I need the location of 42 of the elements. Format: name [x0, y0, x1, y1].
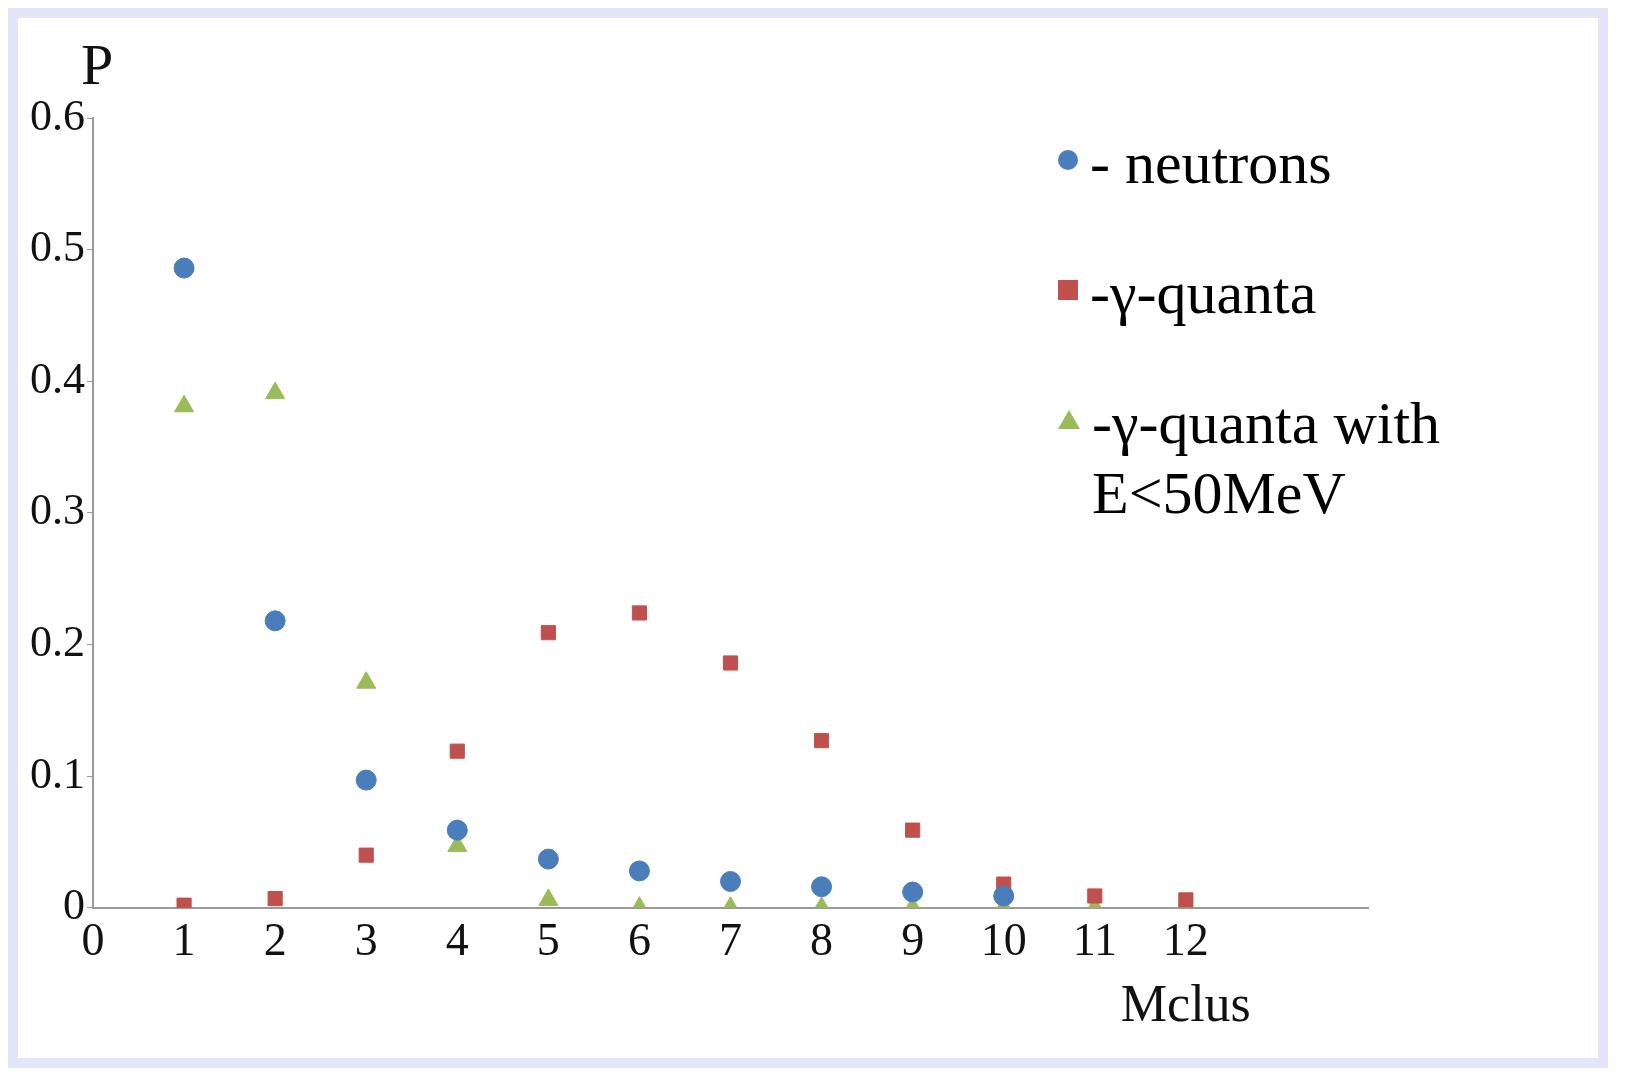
x-tick-label: 8: [810, 914, 834, 966]
legend-label: -γ-quanta: [1090, 259, 1317, 328]
point: [355, 769, 377, 791]
point: [540, 625, 556, 641]
y-tick-label: 0.4: [30, 353, 85, 403]
point: [449, 743, 465, 759]
x-tick-label: 2: [263, 914, 287, 966]
x-axis-title: Mclus: [1120, 974, 1251, 1032]
x-tick-label: 4: [445, 914, 469, 966]
point: [722, 655, 739, 671]
point: [358, 847, 374, 863]
x-tick-label: 11: [1072, 914, 1117, 966]
point: [1178, 892, 1194, 908]
point: [720, 870, 741, 892]
legend-label: - neutrons: [1090, 129, 1332, 198]
x-tick-label: 5: [536, 914, 560, 966]
point: [1087, 888, 1103, 904]
point: [173, 257, 195, 279]
y-tick-label: 0.2: [30, 617, 85, 667]
point: [902, 881, 924, 903]
x-tick-label: 12: [1162, 914, 1209, 966]
x-tick-label: 7: [719, 914, 742, 966]
y-tick-label: 0.1: [30, 748, 85, 798]
point: [537, 848, 559, 870]
point: [631, 605, 647, 621]
point: [814, 733, 830, 749]
x-tick-label: 3: [354, 914, 378, 966]
y-tick-label: 0.3: [30, 485, 85, 535]
x-tick-label: 9: [901, 914, 925, 966]
x-tick-label: 10: [980, 914, 1027, 966]
x-tick-label: 6: [627, 914, 651, 966]
point: [993, 885, 1015, 907]
point: [446, 819, 468, 841]
y-tick-label: 0.5: [30, 222, 85, 272]
point: [628, 860, 650, 882]
legend-label: -γ-quanta with E<50MeV: [1092, 389, 1442, 528]
x-tick-label: 1: [172, 914, 196, 966]
point: [267, 891, 283, 907]
point: [811, 876, 833, 898]
point: [264, 610, 286, 632]
y-tick-label: 0: [63, 880, 85, 930]
point: [905, 822, 921, 838]
